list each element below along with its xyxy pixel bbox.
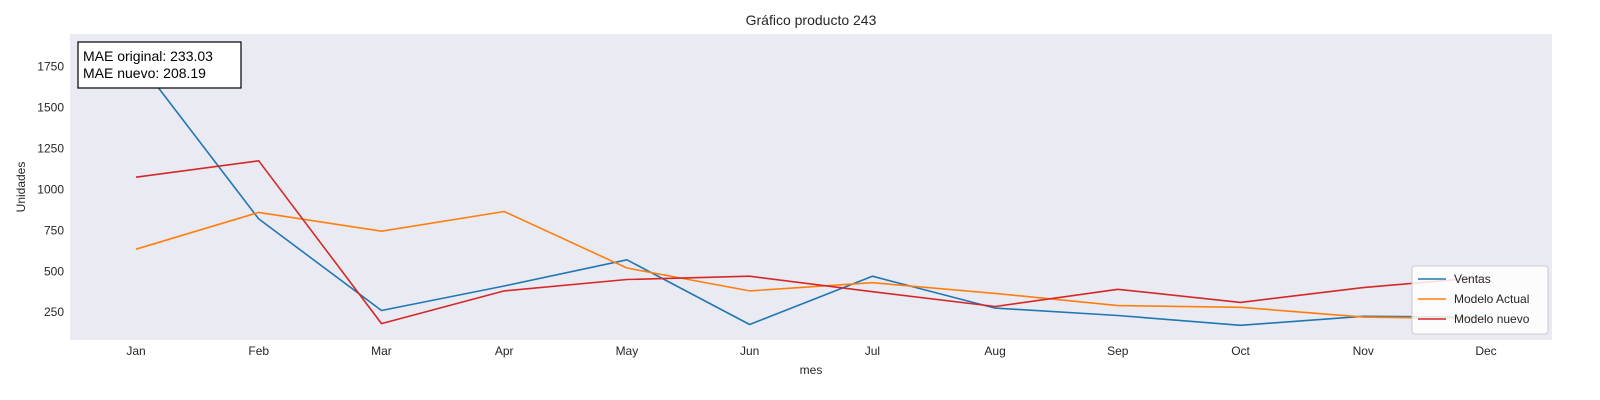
x-tick-label: Apr (495, 344, 514, 358)
y-tick-label: 750 (44, 223, 64, 237)
chart-title: Gráfico producto 243 (746, 12, 877, 28)
series-line-2 (135, 210, 1487, 320)
x-axis-label: mes (800, 363, 823, 377)
y-tick-label: 1000 (37, 182, 64, 196)
annotation-mae-nuevo: MAE nuevo: 208.19 (83, 65, 206, 81)
legend-label-2: Modelo Actual (1454, 292, 1529, 306)
legend-box (1411, 265, 1549, 335)
y-tick-label: 500 (44, 264, 64, 278)
x-tick-label: Oct (1231, 344, 1250, 358)
x-tick-label: Nov (1353, 344, 1374, 358)
x-tick-label: May (616, 344, 639, 358)
plot-area (70, 34, 1552, 340)
x-tick-label: Jun (740, 344, 759, 358)
y-tick-label: 1750 (37, 60, 64, 74)
x-tick-label: Jul (865, 344, 880, 358)
y-axis-label: Unidades (14, 162, 28, 213)
annotation-mae-original: MAE original: 233.03 (83, 48, 213, 64)
series-line-3 (135, 160, 1487, 325)
x-tick-label: Feb (248, 344, 269, 358)
x-tick-label: Aug (984, 344, 1005, 358)
y-tick-label: 1250 (37, 142, 64, 156)
legend-label-1: Ventas (1454, 272, 1491, 286)
y-tick-label: 250 (44, 305, 64, 319)
x-tick-label: Jan (126, 344, 145, 358)
annotation-box (77, 41, 242, 89)
x-tick-label: Mar (371, 344, 392, 358)
x-tick-label: Dec (1475, 344, 1496, 358)
x-tick-label: Sep (1107, 344, 1129, 358)
legend-label-3: Modelo nuevo (1454, 312, 1530, 326)
y-tick-label: 1500 (37, 101, 64, 115)
